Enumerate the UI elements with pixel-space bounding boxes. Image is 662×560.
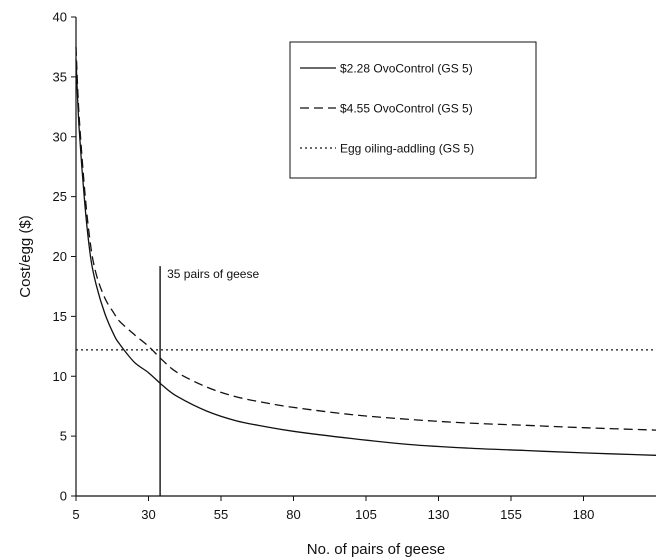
legend-label: Egg oiling-addling (GS 5)	[340, 142, 474, 156]
series-lines	[75, 46, 657, 456]
x-tick-label: 130	[428, 507, 450, 522]
y-tick-label: 15	[53, 309, 67, 324]
y-tick-label: 10	[53, 369, 67, 384]
y-tick-label: 20	[53, 249, 67, 264]
legend-label: $2.28 OvoControl (GS 5)	[340, 62, 473, 76]
y-tick-label: 0	[60, 489, 67, 504]
x-tick-label: 30	[141, 507, 155, 522]
y-tick-label: 30	[53, 129, 67, 144]
y-tick-label: 25	[53, 189, 67, 204]
x-axis-title: No. of pairs of geese	[307, 541, 445, 558]
x-tick-label: 180	[573, 507, 595, 522]
x-tick-label: 80	[286, 507, 300, 522]
series-line-dashed	[75, 46, 657, 431]
y-axis-title: Cost/egg ($)	[17, 215, 34, 298]
annotation-label: 35 pairs of geese	[167, 267, 259, 281]
x-tick-label: 55	[214, 507, 228, 522]
x-tick-label: 5	[72, 507, 79, 522]
y-tick-label: 40	[53, 10, 67, 25]
x-tick-label: 105	[355, 507, 377, 522]
axes	[75, 17, 656, 497]
legend-label: $4.55 OvoControl (GS 5)	[340, 102, 473, 116]
series-line-solid	[75, 58, 657, 456]
annotations: 35 pairs of geese	[159, 266, 259, 496]
legend: $2.28 OvoControl (GS 5) $4.55 OvoControl …	[289, 41, 537, 179]
y-tick-label: 35	[53, 69, 67, 84]
y-tick-label: 5	[60, 429, 67, 444]
legend-box	[289, 41, 537, 179]
x-tick-label: 155	[500, 507, 522, 522]
